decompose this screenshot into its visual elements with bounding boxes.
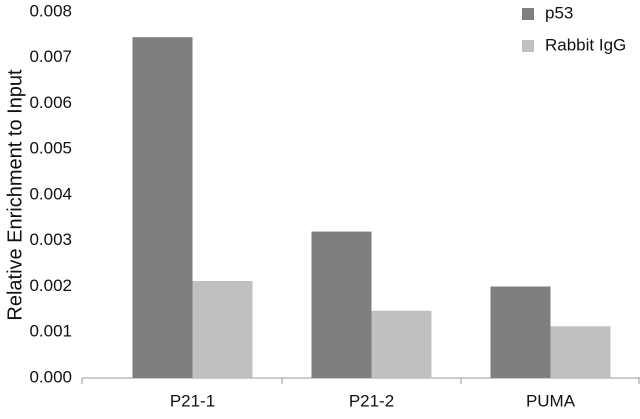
y-tick-label: 0.006 [29,93,72,112]
y-axis-label: Relative Enrichment to Input [4,69,26,321]
bar [311,231,372,378]
y-tick-label: 0.005 [29,139,72,158]
y-tick-label: 0.008 [29,1,72,20]
bar [132,37,193,378]
x-tick-label: P21-2 [349,391,394,410]
legend-label: p53 [545,3,573,22]
legend-swatch [522,8,534,20]
y-tick-label: 0.004 [29,184,72,203]
y-tick-label: 0.007 [29,47,72,66]
legend-swatch [522,40,534,52]
bar [490,286,551,378]
legend-label: Rabbit IgG [545,35,626,54]
x-tick-label: P21-1 [170,391,215,410]
bar [192,281,253,378]
x-tick-label: PUMA [526,391,576,410]
bar [550,326,611,378]
y-tick-label: 0.001 [29,322,72,341]
y-tick-label: 0.003 [29,230,72,249]
y-tick-label: 0.002 [29,276,72,295]
bar [371,310,432,378]
y-tick-label: 0.000 [29,367,72,386]
